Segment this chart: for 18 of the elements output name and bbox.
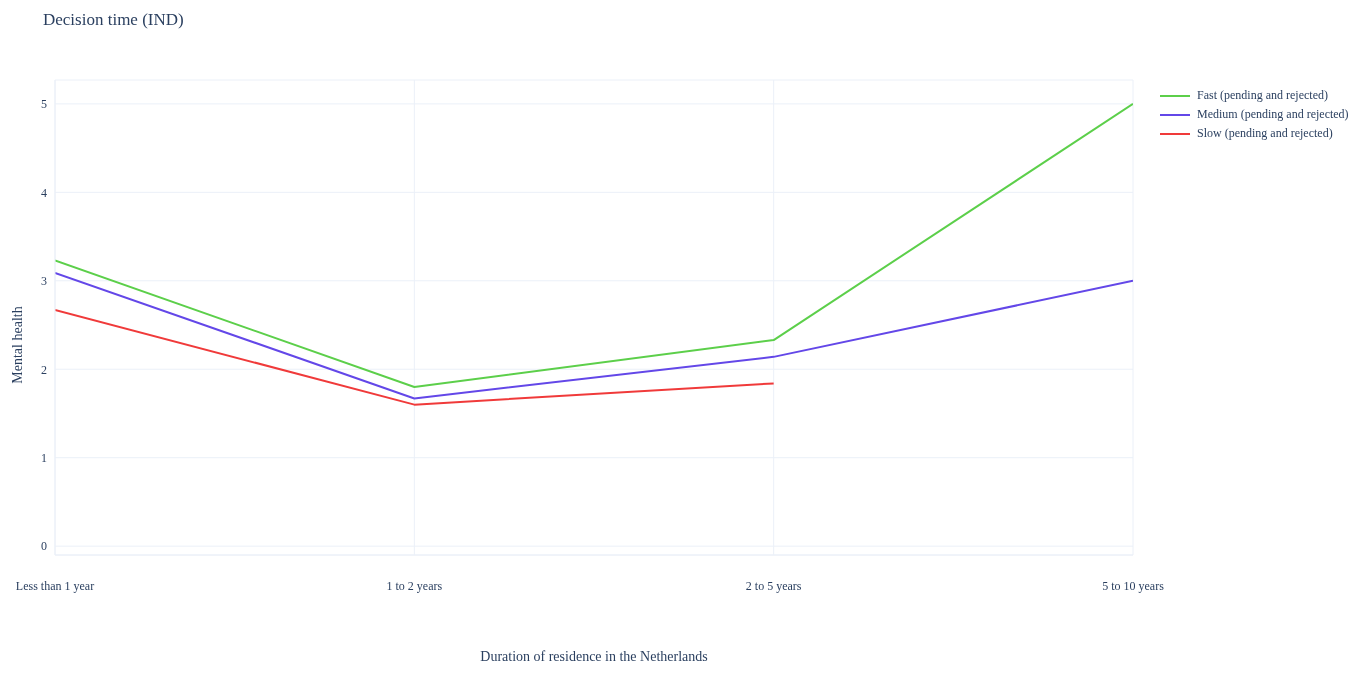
chart-title: Decision time (IND) xyxy=(43,10,184,30)
y-tick-label: 3 xyxy=(41,274,47,289)
y-tick-label: 5 xyxy=(41,97,47,112)
legend-label: Slow (pending and rejected) xyxy=(1197,126,1333,141)
y-tick-label: 0 xyxy=(41,539,47,554)
line-series xyxy=(55,102,1133,388)
legend-label: Fast (pending and rejected) xyxy=(1197,88,1328,103)
legend-label: Medium (pending and rejected) xyxy=(1197,107,1349,122)
y-tick-label: 4 xyxy=(41,185,47,200)
x-tick-label: 5 to 10 years xyxy=(1102,578,1165,593)
y-axis-title: Mental health xyxy=(10,304,26,386)
y-tick-label: 1 xyxy=(41,450,47,465)
x-tick-label: Less than 1 year xyxy=(15,578,95,593)
x-tick-label: 1 to 2 years xyxy=(386,578,443,593)
line-series xyxy=(55,271,1133,400)
x-axis-title: Duration of residence in the Netherlands xyxy=(479,649,709,665)
y-tick-label: 2 xyxy=(41,362,47,377)
x-tick-label: 2 to 5 years xyxy=(745,578,802,593)
